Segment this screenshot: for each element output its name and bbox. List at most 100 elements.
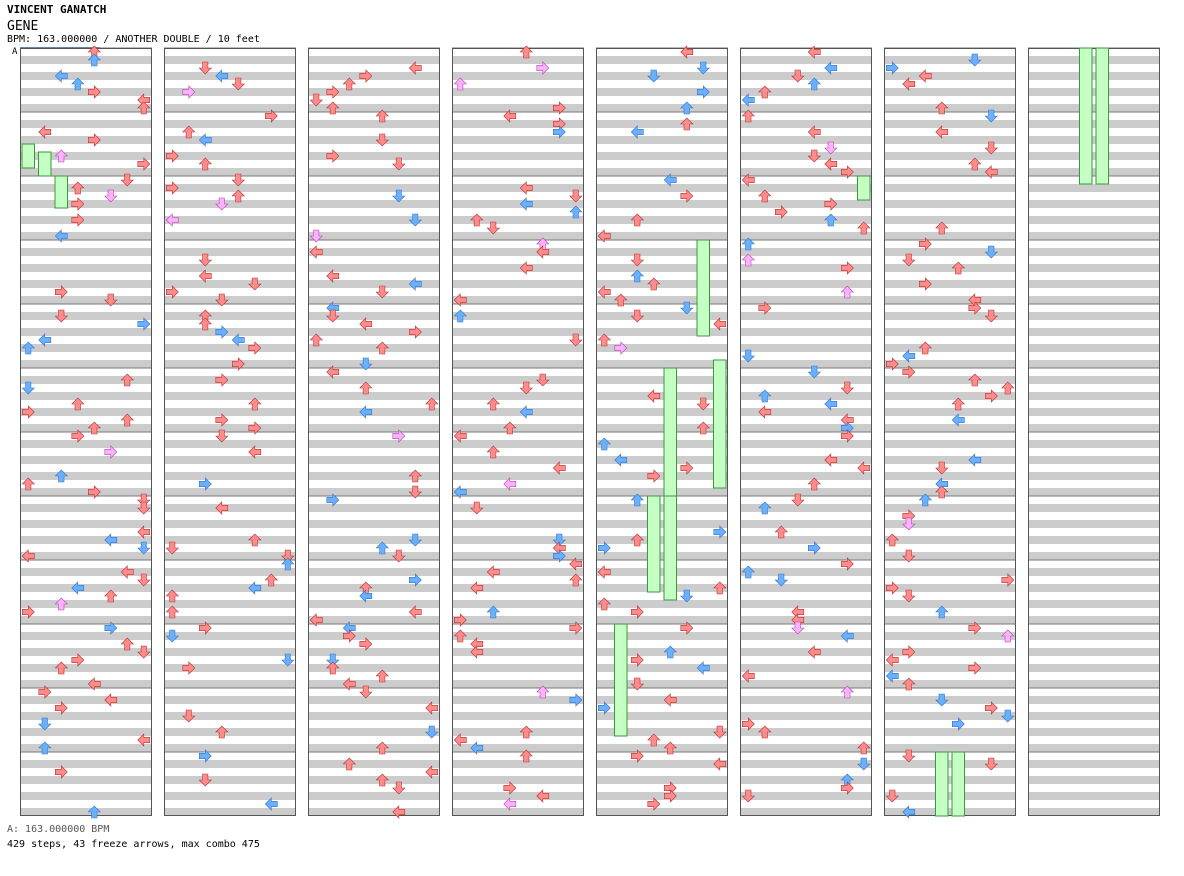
step-arrow xyxy=(935,221,949,235)
step-arrow xyxy=(71,429,85,443)
step-arrow xyxy=(758,189,772,203)
step-arrow xyxy=(680,189,694,203)
step-arrow xyxy=(342,629,356,643)
step-arrow xyxy=(807,77,822,91)
step-arrow xyxy=(408,277,422,291)
step-arrow xyxy=(264,573,279,587)
step-arrow xyxy=(807,477,822,491)
step-arrow xyxy=(807,365,822,379)
step-arrow xyxy=(104,621,118,635)
step-arrow xyxy=(182,709,196,723)
step-arrow xyxy=(1001,381,1015,395)
step-arrow xyxy=(840,261,854,275)
freeze-arrow xyxy=(38,151,52,177)
step-arrow xyxy=(741,565,756,579)
step-arrow xyxy=(453,485,467,499)
freeze-arrow xyxy=(713,359,727,489)
step-arrow xyxy=(647,69,661,83)
step-arrow xyxy=(968,53,982,67)
step-arrow xyxy=(791,493,805,507)
step-arrow xyxy=(120,413,135,427)
step-arrow xyxy=(392,157,406,171)
step-arrow xyxy=(741,93,755,107)
step-arrow xyxy=(630,605,644,619)
step-arrow xyxy=(470,581,484,595)
artist-name: VINCENT GANATCH xyxy=(7,3,107,16)
step-arrow xyxy=(902,517,916,531)
step-arrow xyxy=(248,533,262,547)
step-arrow xyxy=(968,621,982,635)
step-arrow xyxy=(647,797,661,811)
step-arrow xyxy=(696,85,710,99)
step-arrow xyxy=(375,341,390,355)
step-arrow xyxy=(741,789,756,803)
step-arrow xyxy=(198,157,213,171)
step-arrow xyxy=(408,213,423,227)
step-arrow xyxy=(614,293,628,307)
step-arrow xyxy=(758,725,772,739)
step-arrow xyxy=(120,565,134,579)
step-arrow xyxy=(38,717,52,731)
step-arrow xyxy=(614,453,628,467)
step-arrow xyxy=(54,69,68,83)
step-arrow xyxy=(569,573,583,587)
step-arrow xyxy=(215,429,229,443)
step-arrow xyxy=(215,69,229,83)
step-arrow xyxy=(741,173,755,187)
step-arrow xyxy=(902,805,916,819)
step-arrow xyxy=(309,93,324,107)
step-arrow xyxy=(597,597,612,611)
step-arrow xyxy=(647,389,661,403)
step-arrow xyxy=(614,341,628,355)
step-arrow xyxy=(198,133,212,147)
step-arrow xyxy=(680,589,694,603)
step-arrow xyxy=(342,77,357,91)
step-arrow xyxy=(309,333,324,347)
step-arrow xyxy=(231,333,245,347)
step-arrow xyxy=(326,149,340,163)
step-arrow xyxy=(713,581,727,595)
step-arrow xyxy=(54,149,69,163)
step-arrow xyxy=(630,125,644,139)
step-arrow xyxy=(326,493,340,507)
step-arrow xyxy=(902,645,916,659)
step-arrow xyxy=(807,45,821,59)
step-arrow xyxy=(597,229,611,243)
chart-stats: 429 steps, 43 freeze arrows, max combo 4… xyxy=(7,839,260,850)
step-arrow xyxy=(486,605,501,619)
freeze-arrow xyxy=(935,751,949,817)
step-arrow xyxy=(326,269,340,283)
step-arrow xyxy=(902,253,916,267)
step-arrow xyxy=(552,125,566,139)
step-arrow xyxy=(264,109,278,123)
step-arrow xyxy=(215,373,229,387)
chart-column xyxy=(1028,47,1160,816)
chart-info: BPM: 163.000000 / ANOTHER DOUBLE / 10 fe… xyxy=(7,34,260,45)
step-arrow xyxy=(885,669,899,683)
step-arrow xyxy=(630,213,645,227)
step-arrow xyxy=(569,189,583,203)
step-arrow xyxy=(470,645,484,659)
step-arrow xyxy=(21,605,35,619)
step-arrow xyxy=(248,581,262,595)
step-arrow xyxy=(968,453,982,467)
step-arrow xyxy=(408,605,422,619)
step-arrow xyxy=(696,661,710,675)
step-arrow xyxy=(359,69,373,83)
step-arrow xyxy=(918,237,932,251)
step-arrow xyxy=(281,557,295,571)
step-arrow xyxy=(408,61,422,75)
step-arrow xyxy=(21,549,35,563)
chart-column xyxy=(20,47,152,816)
step-arrow xyxy=(902,749,916,763)
step-arrow xyxy=(696,397,711,411)
step-arrow xyxy=(281,549,295,563)
step-arrow xyxy=(680,101,694,115)
step-arrow xyxy=(885,533,900,547)
step-arrow xyxy=(840,165,854,179)
step-arrow xyxy=(470,741,484,755)
step-arrow xyxy=(519,181,533,195)
step-arrow xyxy=(597,333,612,347)
step-arrow xyxy=(166,149,179,163)
step-arrow xyxy=(120,173,135,187)
